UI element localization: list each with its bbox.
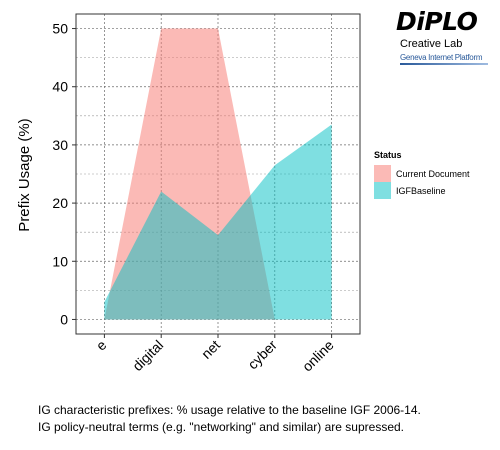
areas: [104, 28, 332, 320]
y-tick-label: 50: [52, 21, 68, 37]
diplo-logo: DiPLO Creative Lab Geneva Internet Platf…: [396, 8, 492, 82]
caption-line-2: IG policy-neutral terms (e.g. "networkin…: [38, 420, 404, 434]
y-tick-label: 40: [52, 79, 68, 95]
logo-underline: [400, 63, 488, 65]
y-tick-label: 10: [52, 253, 68, 269]
legend-swatch: [374, 182, 391, 199]
x-tick-label: net: [198, 337, 223, 362]
x-tick-label: digital: [129, 337, 166, 374]
logo-brand: DiPLO: [396, 7, 478, 36]
y-axis: 0 10 20 30 40 50: [52, 21, 76, 327]
y-tick-label: 0: [60, 311, 68, 327]
legend-title: Status: [374, 150, 402, 160]
legend-swatch: [374, 165, 391, 182]
caption: IG characteristic prefixes: % usage rela…: [38, 402, 488, 436]
caption-line-1: IG characteristic prefixes: % usage rela…: [38, 403, 421, 417]
legend-label: Current Document: [396, 169, 470, 179]
x-tick-label: e: [93, 337, 110, 354]
y-tick-label: 30: [52, 137, 68, 153]
legend: Status Current Document IGFBaseline: [374, 150, 470, 199]
y-tick-label: 20: [52, 195, 68, 211]
logo-subtitle: Creative Lab: [400, 38, 463, 50]
x-tick-label: online: [299, 337, 337, 375]
legend-label: IGFBaseline: [396, 186, 446, 196]
x-tick-label: cyber: [244, 337, 280, 373]
logo-tagline: Geneva Internet Platform: [400, 53, 483, 62]
area-igfbaseline: [104, 124, 332, 320]
x-axis: e digital net cyber online: [93, 334, 337, 375]
y-axis-title: Prefix Usage (%): [16, 118, 33, 231]
